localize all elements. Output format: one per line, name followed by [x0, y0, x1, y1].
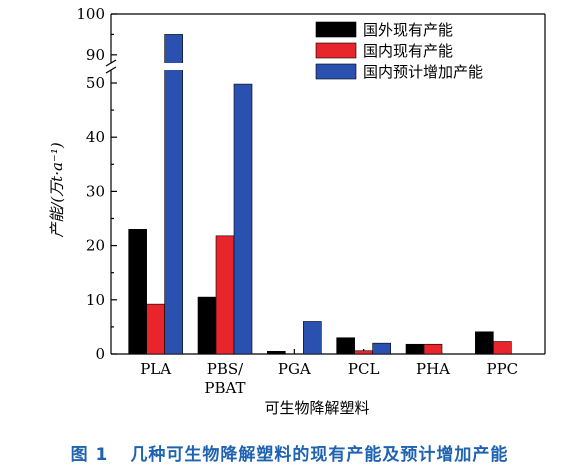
y-tick-label: 20: [86, 237, 105, 255]
figure-caption-text: 几种可生物降解塑料的现有产能及预计增加产能: [130, 445, 509, 465]
y-tick-label: 10: [86, 291, 105, 309]
x-tick-label: PCL: [348, 360, 380, 378]
bar-2-6: [493, 341, 512, 355]
y-tick-label: 40: [86, 128, 105, 146]
bar-3-4: [372, 342, 391, 355]
y-tick-label: 50: [86, 74, 105, 92]
bar-break-gap: [163, 63, 184, 70]
bar-1-2: [197, 296, 217, 355]
figure-caption-label: 图 1: [70, 445, 109, 465]
x-tick-label: PBS/: [207, 360, 244, 378]
x-tick-label: PHA: [416, 360, 450, 378]
y-tick-label: 100: [76, 5, 105, 23]
y-axis-label: 产能/(万t·a⁻¹): [48, 142, 66, 238]
bar-2-4: [354, 350, 373, 355]
bar-1-3: [267, 350, 286, 355]
bar-3-1: [164, 34, 183, 355]
bar-3-3: [303, 321, 322, 355]
y-tick-label: 30: [86, 182, 105, 200]
axes: 0 10 20 30 40 50 90 100 PLA PBS/PBAT PGA PCL PHA PPC: [76, 5, 546, 397]
bar-1-5: [405, 343, 425, 355]
bar-1-6: [475, 331, 494, 355]
x-axis-label: 可生物降解塑料: [264, 399, 369, 417]
legend-label-1: 国外现有产能: [363, 21, 453, 39]
legend-swatch-3: [315, 63, 357, 80]
x-tick-label: PLA: [140, 360, 171, 378]
bar-1-1: [128, 229, 147, 355]
legend-swatch-2: [315, 42, 357, 59]
y-tick-label: 90: [86, 46, 105, 64]
bar-2-1: [146, 303, 165, 355]
legend-label-3: 国内预计增加产能: [363, 63, 483, 81]
x-tick-label: PGA: [278, 360, 311, 378]
bar-1-4: [336, 337, 355, 355]
axis-break-mark: [105, 59, 117, 74]
bar-3-2: [233, 83, 253, 355]
figure-caption: 图 1 几种可生物降解塑料的现有产能及预计增加产能: [0, 440, 579, 465]
x-tick-label: PPC: [486, 360, 518, 378]
legend-swatch-1: [315, 21, 357, 38]
y-tick-label: 0: [95, 345, 105, 363]
x-tick-label: PBAT: [204, 379, 245, 397]
bar-2-2: [215, 235, 235, 355]
bar-2-5: [423, 343, 443, 355]
bars: [128, 34, 512, 355]
legend-label-2: 国内现有产能: [363, 42, 453, 60]
